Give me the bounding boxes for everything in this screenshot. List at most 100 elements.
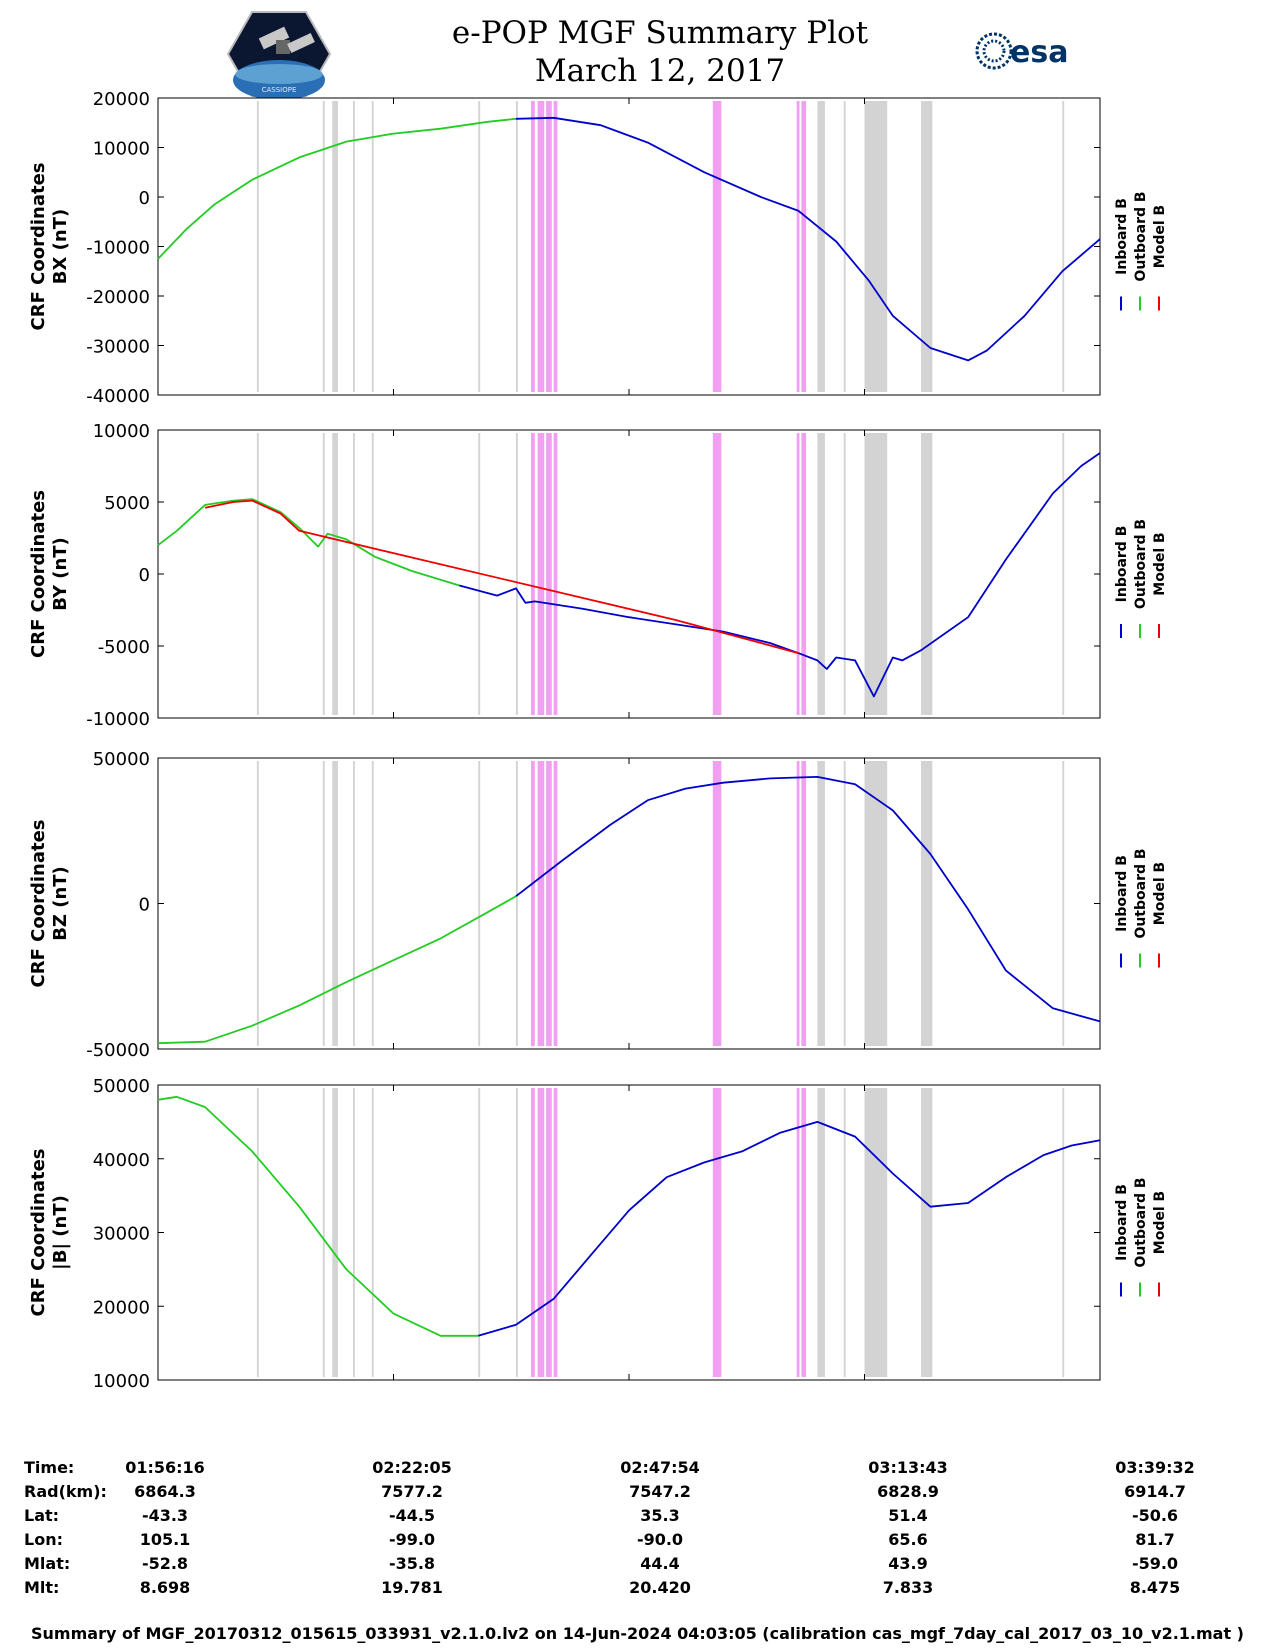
gray-band-8 [843,761,846,1046]
info-mlt-1: 19.781 [381,1578,443,1597]
gray-band-2 [332,101,338,392]
gray-band-10 [864,101,888,392]
gray-band-12 [1062,761,1065,1046]
legend-label: Outboard B [1133,191,1149,281]
info-label-mlat: Mlat: [24,1554,71,1573]
info-mlat-3: 43.9 [888,1554,928,1573]
gray-band-0 [256,761,259,1046]
legend-label: Outboard B [1133,1177,1149,1267]
gray-band-7 [817,1088,825,1377]
info-time-0: 01:56:16 [125,1458,205,1477]
y-tick-label: 0 [139,565,150,586]
gray-band-0 [256,433,259,715]
title-line-2: March 12, 2017 [534,53,786,89]
pink-band-1 [537,433,545,715]
gray-band-4 [371,433,374,715]
y-tick-label: 50000 [93,749,150,770]
info-lat-3: 51.4 [888,1506,928,1525]
pink-band-6 [801,101,807,392]
pink-band-3 [553,433,558,715]
info-time-3: 03:13:43 [868,1458,948,1477]
gray-band-4 [371,761,374,1046]
info-lon-3: 65.6 [888,1530,928,1549]
legend-label: Inboard B [1114,1184,1130,1261]
series-outboard-b [157,117,517,260]
info-lon-1: -99.0 [388,1530,436,1549]
info-lat-1: -44.5 [388,1506,436,1525]
y-tick-label: 40000 [93,1150,150,1171]
info-rad-0: 6864.3 [134,1482,196,1501]
gray-band-7 [817,761,825,1046]
gray-band-1 [322,761,325,1046]
footer-caption: Summary of MGF_20170312_015615_033931_v2… [31,1624,1244,1643]
info-lon-2: -90.0 [636,1530,684,1549]
info-lat-0: -43.3 [141,1506,189,1525]
y-tick-label: 0 [139,188,150,209]
info-rad-3: 6828.9 [877,1482,939,1501]
series-inboard-b [459,452,1101,698]
gray-band-6 [515,1088,518,1377]
y-axis-label-line-1: CRF Coordinates [28,1149,49,1317]
pink-band-6 [801,761,807,1046]
y-axis-label: CRF Coordinates|B| (nT) [28,1149,71,1317]
gray-band-10 [864,433,888,715]
pink-band-5 [796,101,800,392]
series-outboard-b [157,1095,479,1337]
gray-band-2 [332,761,338,1046]
gray-band-6 [515,761,518,1046]
info-lat-4: -50.6 [1131,1506,1179,1525]
pink-band-4 [712,101,722,392]
gray-band-5 [478,101,481,392]
pink-band-1 [537,1088,545,1377]
plot-title: e-POP MGF Summary Plot March 12, 2017 [380,14,940,90]
series-outboard-b [157,498,460,587]
plot-frame [157,97,1101,396]
pink-band-1 [537,761,545,1046]
pink-band-0 [531,1088,535,1377]
info-time-2: 02:47:54 [620,1458,700,1477]
bx-panel: 20000 10000 0 -10000 -20000 -30000 -40000 CRF C… [28,89,1168,407]
y-axis-label-line-2: BZ (nT) [50,866,71,941]
y-axis-label-line-1: CRF Coordinates [28,820,49,988]
y-tick-label: 50000 [93,1076,150,1097]
pink-band-4 [712,1088,722,1377]
gray-band-0 [256,1088,259,1377]
gray-band-6 [515,101,518,392]
y-tick-label: 10000 [93,139,150,160]
cassiope-logo: CASSIOPE [226,11,332,98]
info-label-rad: Rad(km): [24,1482,107,1501]
y-tick-label: 10000 [93,421,150,442]
esa-logo-text: esa [1010,35,1068,70]
bz-panel: 50000 0 -50000 CRF CoordinatesBZ (nT) Inboar… [28,749,1168,1061]
pink-band-0 [531,761,535,1046]
info-lat-2: 35.3 [640,1506,680,1525]
gray-band-6 [515,433,518,715]
gray-band-0 [256,101,259,392]
gray-band-8 [843,433,846,715]
info-label-mlt: Mlt: [24,1578,60,1597]
gray-band-3 [352,101,355,392]
legend-label: Inboard B [1114,526,1130,603]
gray-band-3 [352,1088,355,1377]
pink-band-2 [546,1088,552,1377]
y-axis-label: CRF CoordinatesBX (nT) [28,163,71,331]
y-tick-label: 10000 [93,1371,150,1392]
gray-band-11 [921,433,933,715]
info-time-1: 02:22:05 [372,1458,452,1477]
plot-frame [157,429,1101,719]
pink-band-4 [712,433,722,715]
esa-logo: esa [975,32,1068,70]
legend-label: Model B [1152,862,1168,925]
pink-band-2 [546,761,552,1046]
y-tick-label: -20000 [86,287,150,308]
gray-band-5 [478,761,481,1046]
gray-band-11 [921,1088,933,1377]
info-label-lat: Lat: [24,1506,60,1525]
legend-label: Inboard B [1114,855,1130,932]
pink-band-2 [546,101,552,392]
info-lon-4: 81.7 [1135,1530,1175,1549]
info-label-time: Time: [24,1458,75,1477]
series-inboard-b [515,776,1101,1023]
info-lon-0: 105.1 [139,1530,191,1549]
